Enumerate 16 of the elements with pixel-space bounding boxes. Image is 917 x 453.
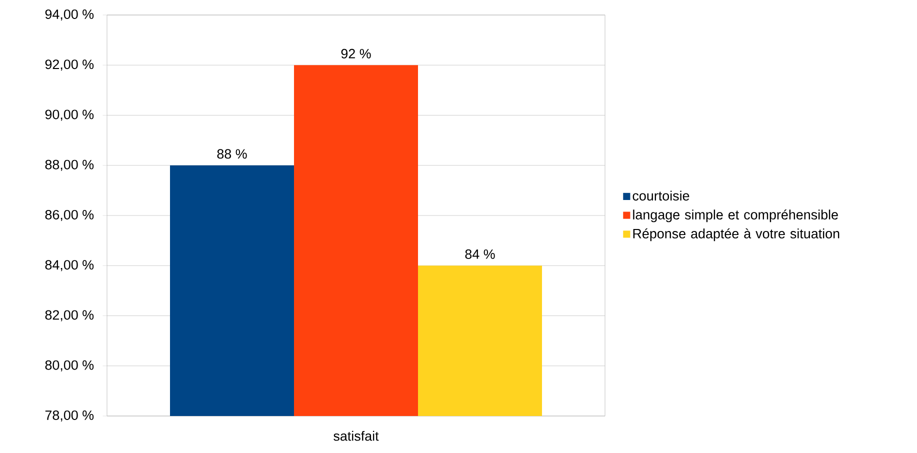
y-tick-label: 94,00 % [45, 9, 94, 21]
y-tick-label: 82,00 % [45, 310, 94, 322]
data-label: 88 % [217, 149, 247, 159]
data-label: 84 % [465, 249, 495, 259]
y-tick-label: 90,00 % [45, 110, 94, 121]
y-tick-label: 84,00 % [45, 260, 94, 272]
data-label: 92 % [341, 48, 371, 58]
y-tick-label: 80,00 % [45, 360, 94, 372]
y-tick-label: 92,00 % [45, 60, 94, 71]
y-tick-label: 88,00 % [45, 160, 94, 171]
y-tick-label: 78,00 % [45, 410, 94, 422]
y-tick-label: 86,00 % [45, 210, 94, 222]
legend-label: courtoisie [632, 190, 690, 201]
legend-label: langage simple et compréhensible [633, 209, 838, 222]
legend-label: Réponse adaptée à votre situation [633, 228, 840, 242]
x-tick-label: satisfait [334, 430, 379, 441]
